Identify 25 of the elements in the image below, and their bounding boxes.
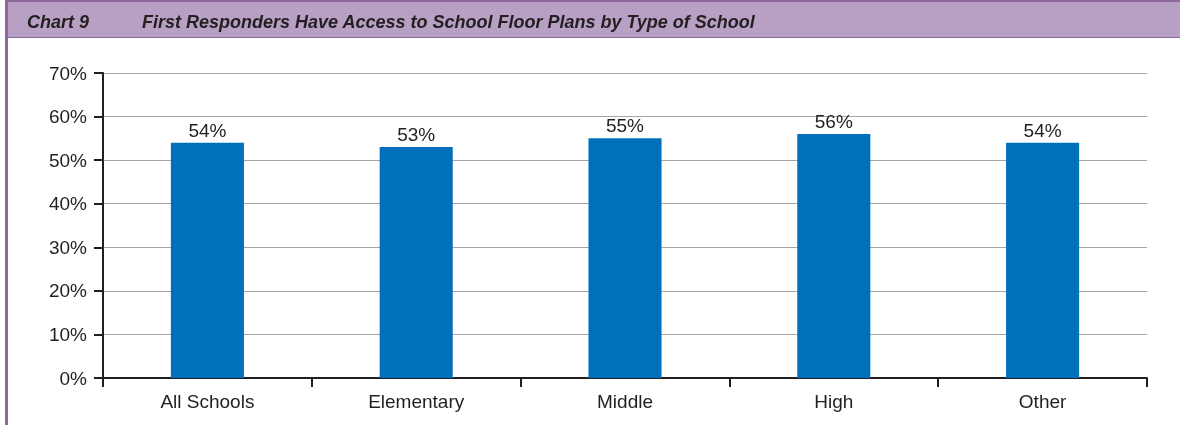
y-tick-label: 20%	[48, 280, 88, 302]
data-label: 55%	[605, 115, 645, 137]
y-tick-label: 60%	[48, 106, 88, 128]
bar	[1006, 142, 1080, 378]
x-tick-label: High	[814, 391, 854, 412]
data-label: 56%	[814, 111, 853, 132]
x-tick-label: All Schools	[160, 391, 255, 412]
x-tick-label: Elementary	[368, 391, 465, 412]
y-tick-label: 0%	[59, 367, 88, 389]
x-tick-label: Other	[1018, 391, 1068, 412]
y-tick-label: 40%	[48, 193, 88, 215]
data-label: 53%	[397, 124, 436, 146]
bar	[379, 147, 453, 378]
bar	[588, 138, 662, 378]
bar	[170, 142, 244, 378]
y-tick-label: 30%	[48, 236, 88, 258]
y-tick-label: 70%	[48, 62, 88, 84]
y-tick-label: 10%	[48, 323, 88, 345]
data-label: 54%	[1023, 119, 1062, 141]
bar	[797, 134, 871, 378]
x-tick-label: Middle	[597, 391, 653, 412]
data-label: 54%	[188, 119, 227, 141]
caption: Chart 9	[27, 12, 90, 32]
chart-title: First Responders Have Access to School Floor Plans by Type of School	[142, 12, 756, 32]
y-tick-label: 50%	[48, 149, 88, 171]
